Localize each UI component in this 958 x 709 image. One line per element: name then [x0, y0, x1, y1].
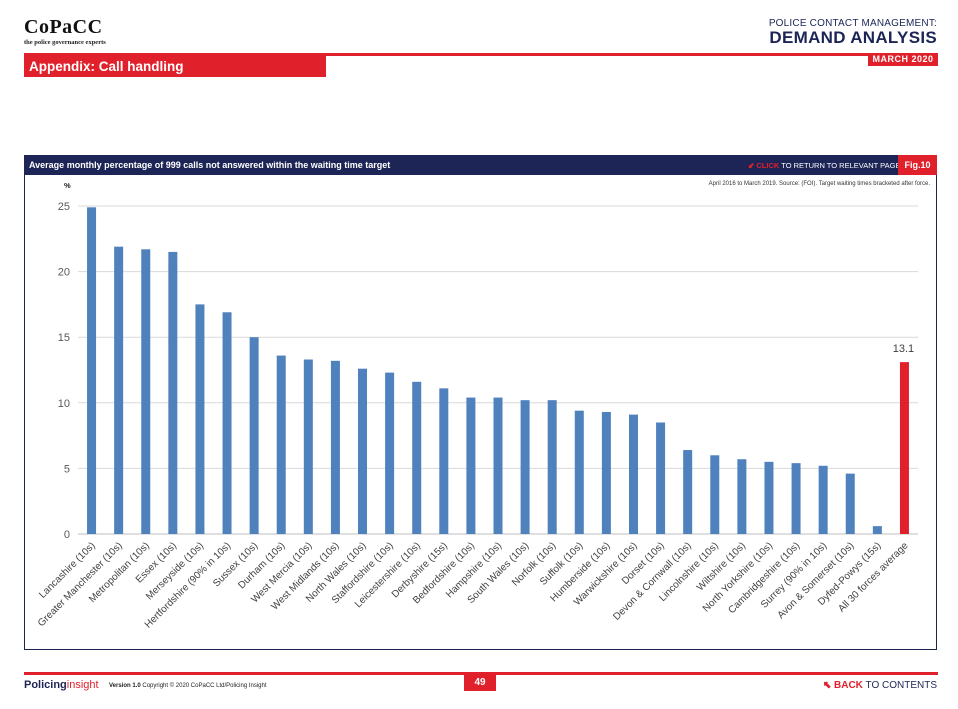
logo-tagline: the police governance experts [24, 39, 106, 46]
bar [249, 337, 259, 534]
version-copyright: Version 1.0 Copyright © 2020 CoPaCC Ltd/… [109, 683, 267, 689]
bar [466, 397, 476, 534]
bar [195, 304, 205, 534]
bar [737, 459, 747, 534]
bar [412, 381, 422, 534]
report-subtitle: POLICE CONTACT MANAGEMENT: [768, 18, 937, 29]
bar [222, 312, 232, 534]
bar [683, 450, 693, 534]
bar [628, 414, 638, 534]
bar [818, 465, 828, 534]
bar [114, 246, 124, 534]
bar [276, 355, 286, 534]
bar [87, 207, 97, 534]
policing-insight-logo: Policinginsight [24, 679, 99, 691]
average-bar [899, 362, 909, 534]
click-label: CLICK [756, 161, 780, 170]
bar [764, 461, 774, 534]
date-badge: MARCH 2020 [868, 53, 938, 66]
y-tick-label: 10 [58, 398, 70, 410]
section-title: Appendix: Call handling [24, 56, 326, 77]
return-arrow-icon: ⬋ [748, 161, 757, 170]
return-link[interactable]: ⬋ CLICK TO RETURN TO RELEVANT PAGE [748, 161, 900, 170]
bar [303, 359, 313, 534]
figure-title-bar [24, 155, 898, 175]
bar [872, 526, 882, 534]
y-tick-label: 5 [64, 463, 70, 475]
bar [520, 400, 530, 534]
copacc-logo: CoPaCC [24, 16, 103, 38]
back-text: TO CONTENTS [865, 680, 937, 691]
back-arrow-icon: ⬉ [822, 680, 835, 691]
y-tick-label: 0 [64, 529, 70, 541]
bar [710, 455, 720, 534]
bar [574, 410, 584, 534]
bar [330, 360, 340, 534]
y-unit-label: % [64, 181, 71, 190]
bar [547, 400, 557, 534]
bar [493, 397, 503, 534]
bar [385, 372, 395, 534]
page-number: 49 [464, 674, 496, 691]
footer-divider [24, 672, 938, 675]
back-label: BACK [834, 680, 863, 691]
y-tick-label: 15 [58, 332, 70, 344]
bar [601, 411, 611, 534]
header-divider [24, 53, 938, 56]
return-link-text: TO RETURN TO RELEVANT PAGE [781, 161, 901, 170]
bar [141, 249, 151, 534]
report-title: DEMAND ANALYSIS [769, 28, 937, 47]
y-tick-label: 20 [58, 267, 70, 279]
bar [439, 388, 449, 534]
bar [791, 463, 801, 534]
bar [656, 422, 666, 534]
source-note: April 2016 to March 2019. Source: (FOI).… [708, 181, 930, 187]
average-data-label: 13.1 [893, 343, 914, 355]
bar [168, 251, 178, 535]
bar [845, 473, 855, 534]
y-tick-label: 25 [58, 201, 70, 213]
back-to-contents-link[interactable]: ⬉ BACK TO CONTENTS [823, 680, 937, 691]
figure-title: Average monthly percentage of 999 calls … [29, 160, 391, 170]
bar [358, 368, 368, 534]
figure-number: Fig.10 [898, 155, 937, 175]
